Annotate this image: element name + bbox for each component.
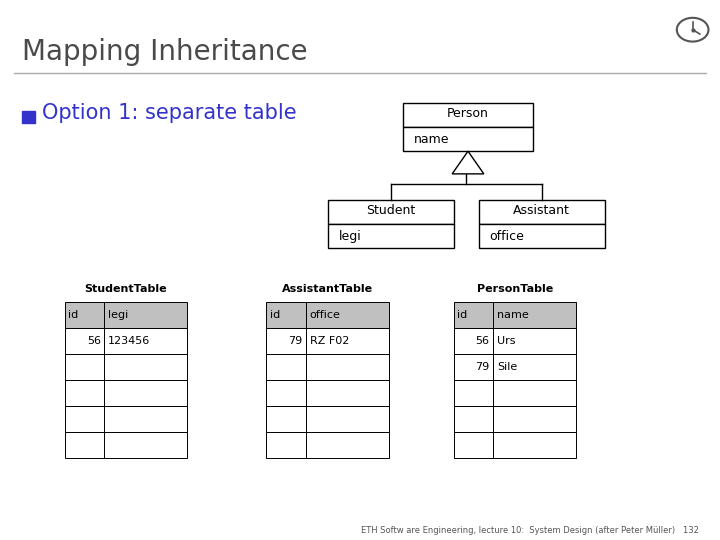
Text: 56: 56 [476, 336, 490, 346]
Bar [266, 406, 389, 432]
Bar [65, 380, 187, 406]
Text: id: id [68, 310, 78, 320]
Bar [65, 406, 187, 432]
Bar [328, 200, 454, 224]
Bar [65, 302, 187, 328]
Bar [266, 432, 389, 458]
Text: Student: Student [366, 204, 415, 217]
Text: PersonTable: PersonTable [477, 284, 553, 294]
Text: id: id [270, 310, 280, 320]
Text: legi: legi [338, 230, 361, 243]
Bar [454, 302, 576, 328]
Text: Mapping Inheritance: Mapping Inheritance [22, 38, 307, 66]
Text: legi: legi [108, 310, 128, 320]
Bar [454, 432, 576, 458]
Bar [65, 432, 187, 458]
Text: Urs: Urs [497, 336, 516, 346]
Text: 79: 79 [288, 336, 302, 346]
Bar [479, 224, 605, 248]
Bar [266, 328, 389, 354]
Bar [454, 406, 576, 432]
Bar [328, 224, 454, 248]
Text: 56: 56 [87, 336, 101, 346]
Bar [479, 200, 605, 224]
Bar [266, 302, 389, 328]
Text: Option 1: separate table: Option 1: separate table [42, 103, 297, 124]
Bar [403, 127, 533, 151]
Bar [266, 380, 389, 406]
Text: id: id [457, 310, 467, 320]
Bar [22, 111, 35, 123]
Text: AssistantTable: AssistantTable [282, 284, 373, 294]
Text: Person: Person [447, 107, 489, 120]
Text: Sile: Sile [497, 362, 517, 372]
Text: name: name [414, 132, 449, 146]
Bar [454, 380, 576, 406]
Text: StudentTable: StudentTable [85, 284, 167, 294]
Bar [454, 328, 576, 354]
Text: office: office [490, 230, 524, 243]
Text: Assistant: Assistant [513, 204, 570, 217]
Bar [65, 328, 187, 354]
Bar [65, 354, 187, 380]
Text: name: name [497, 310, 528, 320]
Text: RZ F02: RZ F02 [310, 336, 349, 346]
Bar [266, 354, 389, 380]
Text: office: office [310, 310, 341, 320]
Polygon shape [452, 151, 484, 174]
Bar [403, 103, 533, 127]
Text: 123456: 123456 [108, 336, 150, 346]
Bar [454, 354, 576, 380]
Text: ETH Softw are Engineering, lecture 10:  System Design (after Peter Müller)   132: ETH Softw are Engineering, lecture 10: S… [361, 525, 698, 535]
Text: 79: 79 [475, 362, 490, 372]
